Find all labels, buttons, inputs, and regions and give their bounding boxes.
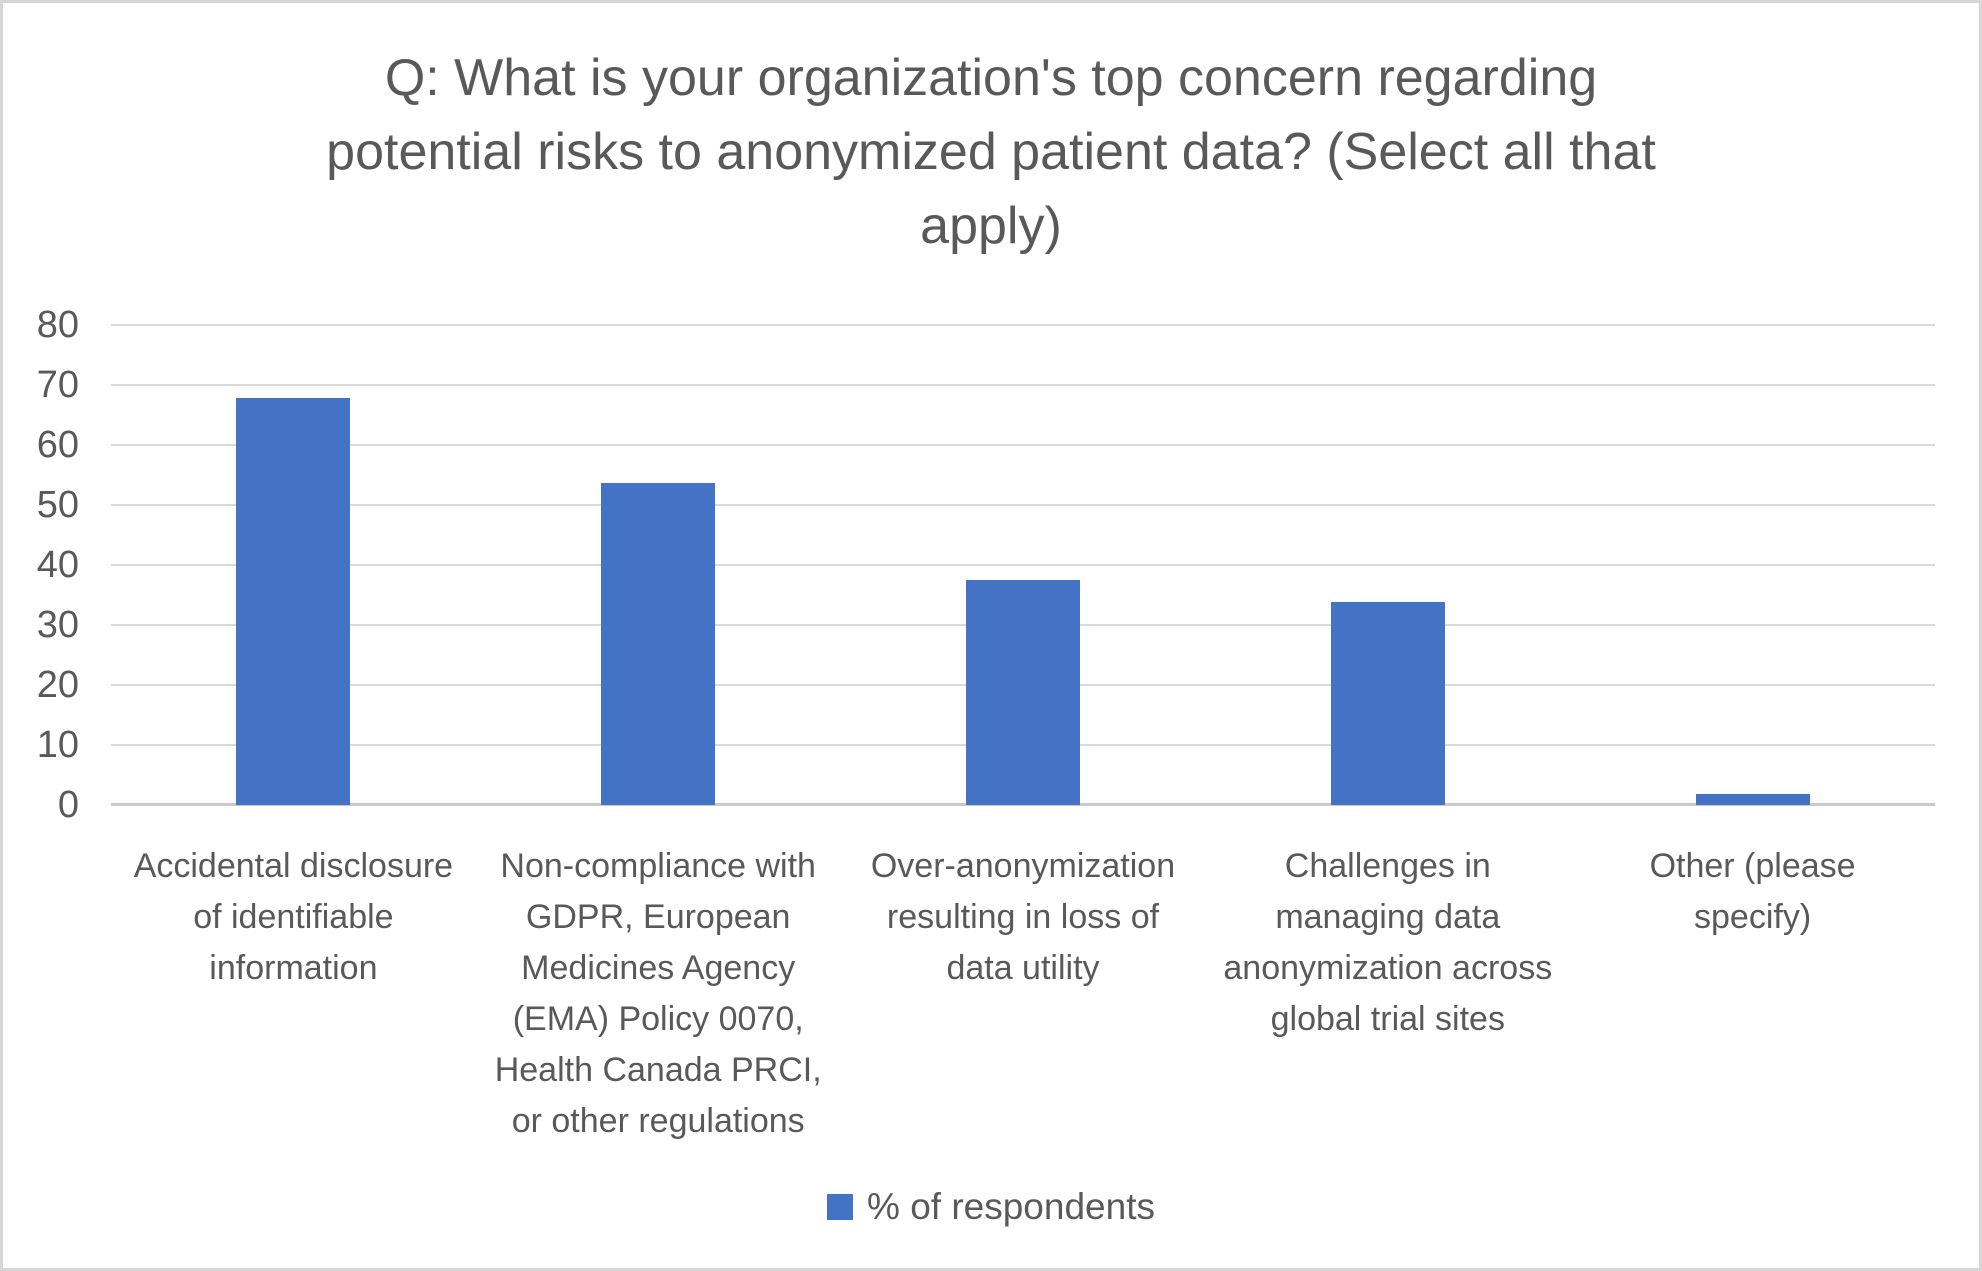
category-label-1: Accidental disclosure of identifiable in… bbox=[133, 847, 454, 987]
y-axis: 0 10 20 30 40 50 60 70 80 bbox=[3, 306, 79, 824]
gridline bbox=[111, 324, 1935, 326]
category-label-4: Challenges in managing data anonymizatio… bbox=[1223, 847, 1553, 1038]
bar-3 bbox=[965, 580, 1080, 805]
chart-title: Q: What is your organization's top conce… bbox=[326, 49, 1656, 255]
y-tick-label: 60 bbox=[36, 424, 79, 466]
legend-label: % of respondents bbox=[867, 1186, 1155, 1227]
gridline bbox=[111, 564, 1935, 566]
y-tick-label: 10 bbox=[36, 724, 79, 766]
y-tick-label: 50 bbox=[36, 484, 79, 526]
bar-5 bbox=[1695, 794, 1810, 805]
category-label-3: Over-anonymization resulting in loss of … bbox=[870, 847, 1176, 987]
y-tick-label: 20 bbox=[36, 664, 79, 706]
bar-4 bbox=[1330, 601, 1445, 805]
plot-area bbox=[111, 324, 1935, 806]
y-tick-label: 70 bbox=[36, 364, 79, 406]
y-tick-label: 0 bbox=[57, 784, 79, 826]
bar-slot bbox=[476, 325, 841, 805]
y-tick-label: 40 bbox=[36, 544, 79, 586]
legend: % of respondents bbox=[3, 1185, 1979, 1229]
legend-swatch bbox=[827, 1194, 854, 1221]
bar-series bbox=[111, 325, 1935, 805]
gridline bbox=[111, 504, 1935, 506]
bar-slot bbox=[1205, 325, 1570, 805]
x-axis-labels: Accidental disclosure of identifiable in… bbox=[111, 841, 1935, 1147]
y-tick-label: 30 bbox=[36, 604, 79, 646]
category-label-2: Non-compliance with GDPR, European Medic… bbox=[494, 847, 822, 1140]
bar-slot bbox=[111, 325, 476, 805]
bar-slot bbox=[1570, 325, 1935, 805]
bar-1 bbox=[236, 397, 351, 805]
gridline bbox=[111, 444, 1935, 446]
category-label-5: Other (please specify) bbox=[1649, 847, 1856, 936]
gridline bbox=[111, 384, 1935, 386]
bar-slot bbox=[841, 325, 1206, 805]
bar-2 bbox=[601, 483, 716, 805]
y-tick-label: 80 bbox=[36, 304, 79, 346]
